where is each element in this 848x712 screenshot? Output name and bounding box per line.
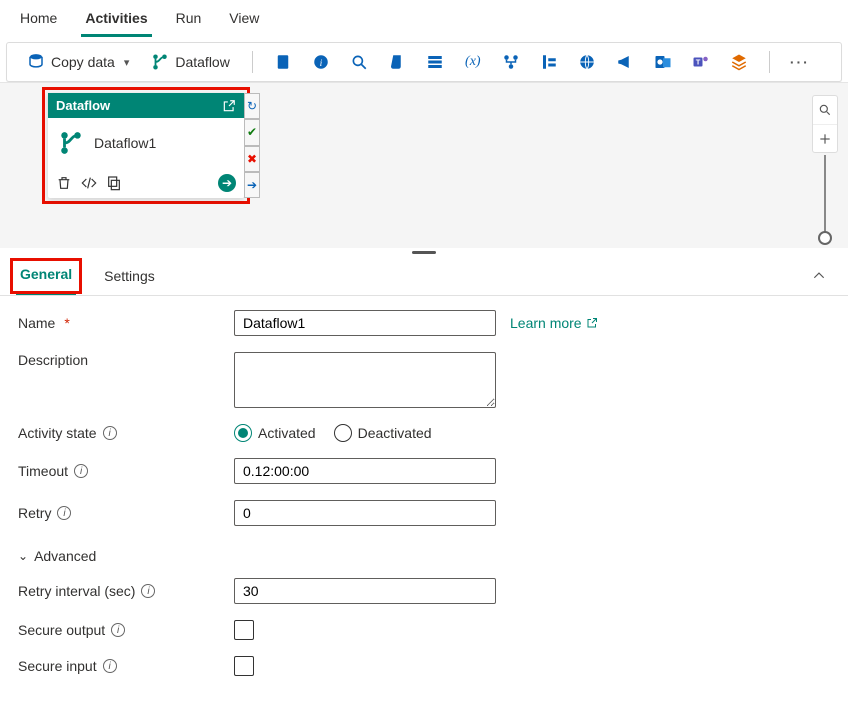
info-icon[interactable]: i	[103, 426, 117, 440]
info-icon[interactable]: i	[111, 623, 125, 637]
tile-status-rail: ↻ ✔ ✖ ➔	[244, 93, 260, 198]
tile-type-label: Dataflow	[56, 98, 110, 113]
ticket-icon[interactable]	[535, 50, 563, 74]
activity-state-label: Activity state	[18, 425, 97, 441]
dataflow-label: Dataflow	[175, 54, 229, 70]
name-input[interactable]	[234, 310, 496, 336]
activity-tile[interactable]: Dataflow Dataflow1 ➔ ↻ ✔ ✖ ➔	[48, 93, 244, 198]
continue-icon[interactable]: ➔	[244, 172, 260, 198]
chevron-down-icon: ⌄	[18, 549, 28, 563]
info-icon[interactable]: i	[103, 659, 117, 673]
secure-output-label: Secure output	[18, 622, 105, 638]
secure-output-checkbox[interactable]	[234, 620, 254, 640]
run-arrow-icon[interactable]: ➔	[218, 174, 236, 192]
menu-run[interactable]: Run	[172, 6, 206, 37]
dataflow-icon	[151, 53, 169, 71]
chevron-down-icon: ▾	[124, 56, 130, 69]
outlook-icon[interactable]	[649, 50, 677, 74]
menu-view[interactable]: View	[225, 6, 263, 37]
menu-activities[interactable]: Activities	[81, 6, 151, 37]
tile-name: Dataflow1	[94, 135, 156, 151]
open-external-icon[interactable]	[222, 99, 236, 113]
advanced-toggle[interactable]: ⌄Advanced	[18, 542, 830, 578]
copy-data-label: Copy data	[51, 54, 115, 70]
copy-icon[interactable]	[106, 175, 122, 191]
activated-radio[interactable]: Activated	[234, 424, 316, 442]
delete-icon[interactable]	[56, 175, 72, 191]
open-external-icon	[586, 317, 598, 329]
copy-data-button[interactable]: Copy data ▾	[21, 49, 135, 75]
canvas-add-icon[interactable]	[813, 124, 837, 152]
secure-input-checkbox[interactable]	[234, 656, 254, 676]
code-icon[interactable]	[80, 175, 98, 191]
collapse-panel-icon[interactable]	[806, 263, 832, 289]
properties-tabs: General Settings	[0, 256, 848, 296]
script-icon[interactable]	[383, 50, 411, 74]
tab-settings[interactable]: Settings	[100, 258, 159, 294]
info-icon[interactable]: i	[57, 506, 71, 520]
retry-interval-input[interactable]	[234, 578, 496, 604]
globe-icon[interactable]	[573, 50, 601, 74]
stack-icon[interactable]	[725, 50, 753, 74]
refresh-icon[interactable]: ↻	[244, 93, 260, 119]
highlight-box: Dataflow Dataflow1 ➔ ↻ ✔ ✖ ➔	[42, 87, 250, 204]
canvas-search-icon[interactable]	[813, 96, 837, 124]
variable-icon[interactable]: (x)	[459, 50, 487, 74]
deactivated-radio[interactable]: Deactivated	[334, 424, 432, 442]
description-input[interactable]	[234, 352, 496, 408]
megaphone-icon[interactable]	[611, 50, 639, 74]
dataflow-icon	[58, 130, 84, 156]
svg-text:T: T	[696, 57, 701, 66]
canvas-tools	[812, 95, 838, 153]
secure-input-label: Secure input	[18, 658, 97, 674]
zoom-slider-handle[interactable]	[818, 231, 832, 245]
learn-more-link[interactable]: Learn more	[510, 315, 598, 331]
branch-icon[interactable]	[497, 50, 525, 74]
error-icon[interactable]: ✖	[244, 146, 260, 172]
description-label: Description	[18, 352, 88, 368]
retry-interval-label: Retry interval (sec)	[18, 583, 135, 599]
svg-text:i: i	[319, 58, 322, 69]
database-icon	[27, 53, 45, 71]
info-icon[interactable]: i	[141, 584, 155, 598]
toolbar-separator	[769, 51, 770, 73]
required-star: *	[64, 315, 69, 331]
retry-label: Retry	[18, 505, 51, 521]
pipeline-canvas[interactable]: Dataflow Dataflow1 ➔ ↻ ✔ ✖ ➔	[0, 82, 848, 248]
success-icon[interactable]: ✔	[244, 119, 260, 145]
tab-general[interactable]: General	[16, 256, 76, 295]
timeout-input[interactable]	[234, 458, 496, 484]
menu-home[interactable]: Home	[16, 6, 61, 37]
search-icon[interactable]	[345, 50, 373, 74]
name-label: Name	[18, 315, 55, 331]
retry-input[interactable]	[234, 500, 496, 526]
list-icon[interactable]	[421, 50, 449, 74]
top-menu: Home Activities Run View	[0, 0, 848, 38]
timeout-label: Timeout	[18, 463, 68, 479]
info-icon[interactable]: i	[74, 464, 88, 478]
panel-drag-handle[interactable]	[0, 248, 848, 256]
teams-icon[interactable]: T	[687, 50, 715, 74]
info-icon[interactable]: i	[307, 50, 335, 74]
more-icon[interactable]: ···	[786, 50, 814, 74]
toolbar-separator	[252, 51, 253, 73]
general-form: Name * Learn more Description Activity st…	[0, 296, 848, 712]
notebook-icon[interactable]	[269, 50, 297, 74]
dataflow-button[interactable]: Dataflow	[145, 49, 235, 75]
zoom-slider-track[interactable]	[824, 155, 826, 235]
activities-toolbar: Copy data ▾ Dataflow i (x) T ···	[6, 42, 842, 82]
